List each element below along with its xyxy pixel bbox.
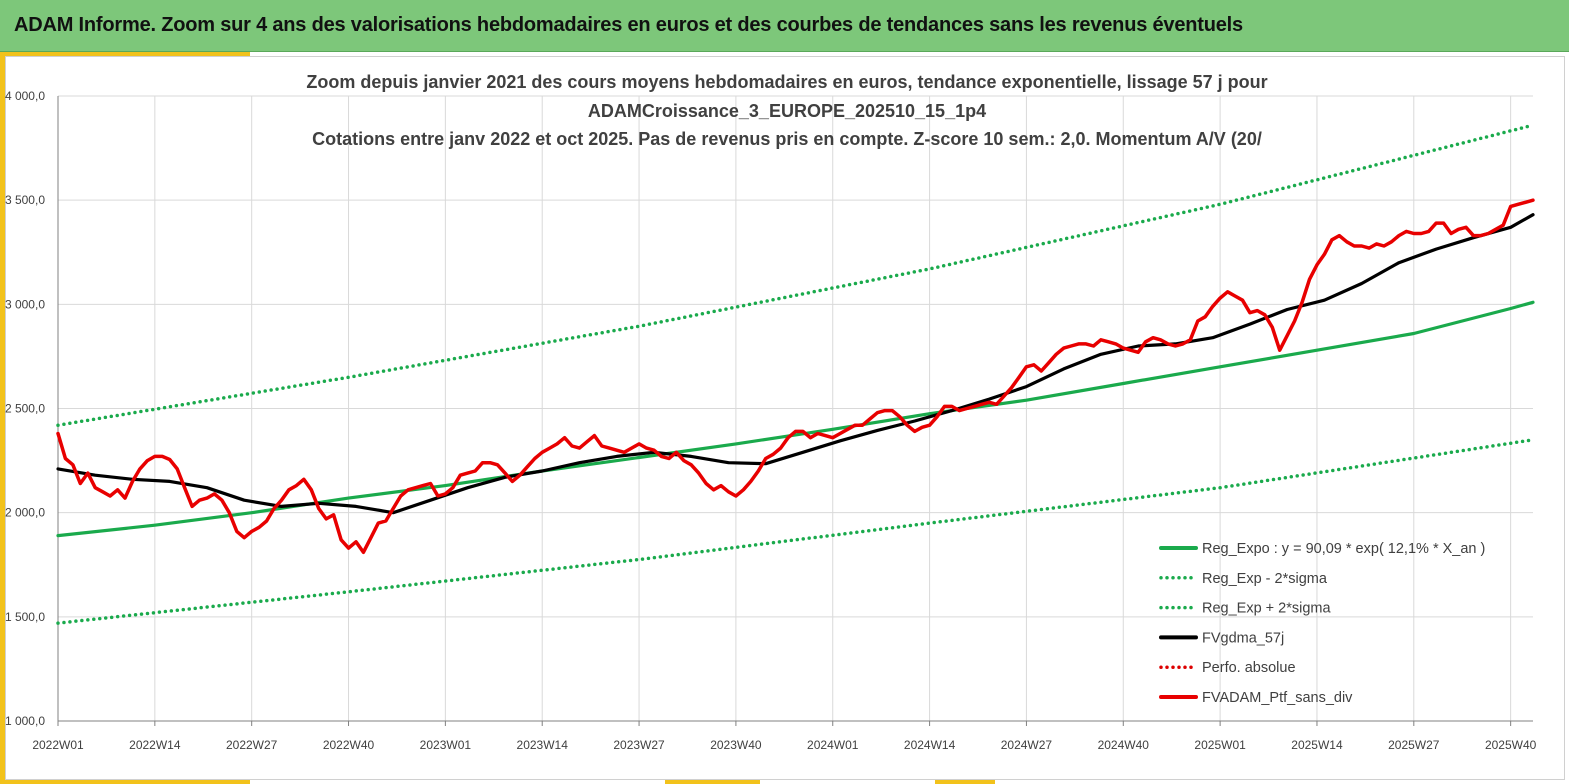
legend-label-3: FVgdma_57j — [1202, 630, 1284, 646]
x-tick-label: 2022W40 — [323, 738, 375, 752]
x-tick-label: 2024W14 — [904, 738, 956, 752]
accent-bar-bottom-mid — [665, 780, 760, 784]
x-tick-label: 2024W01 — [807, 738, 859, 752]
y-tick-label: 2 500,0 — [5, 402, 45, 416]
series-line-1 — [56, 438, 1535, 625]
series-line-2 — [56, 123, 1535, 427]
accent-bar-bottom-left — [0, 780, 250, 784]
chart-title-line-2: ADAMCroissance_3_EUROPE_202510_15_1p4 — [588, 101, 986, 121]
chart-frame — [5, 56, 1565, 780]
x-tick-label: 2022W01 — [32, 738, 84, 752]
legend-label-4: Perfo. absolue — [1202, 660, 1296, 676]
accent-bar-top — [0, 52, 250, 56]
axes: 1 000,0 1 500,0 2 000,0 2 500,0 3 000,0 3 500… — [5, 89, 1537, 752]
x-tick-label: 2025W01 — [1194, 738, 1246, 752]
legend-label-0: Reg_Expo : y = 90,09 * exp( 12,1% * X_an… — [1202, 541, 1485, 557]
chart-title-block: Zoom depuis janvier 2021 des cours moyen… — [306, 72, 1267, 149]
legend: Reg_Expo : y = 90,09 * exp( 12,1% * X_an… — [1159, 541, 1485, 706]
x-tick-label: 2025W40 — [1485, 738, 1537, 752]
page-banner: ADAM Informe. Zoom sur 4 ans des valoris… — [0, 0, 1569, 52]
chart-title-line-3: Cotations entre janv 2022 et oct 2025. P… — [312, 129, 1262, 149]
gridlines — [57, 95, 1533, 722]
legend-label-1: Reg_Exp - 2*sigma — [1202, 571, 1328, 587]
series-layer — [56, 123, 1535, 625]
legend-label-2: Reg_Exp + 2*sigma — [1202, 601, 1331, 617]
x-tick-label: 2025W14 — [1291, 738, 1343, 752]
x-tick-label: 2023W14 — [517, 738, 569, 752]
x-tick-label: 2022W14 — [129, 738, 181, 752]
chart-title-line-1: Zoom depuis janvier 2021 des cours moyen… — [306, 72, 1267, 92]
accent-bar-bottom-mid-2 — [935, 780, 995, 784]
y-tick-label: 2 000,0 — [5, 506, 45, 520]
x-tick-label: 2022W27 — [226, 738, 278, 752]
legend-label-5: FVADAM_Ptf_sans_div — [1202, 690, 1353, 706]
page-title: ADAM Informe. Zoom sur 4 ans des valoris… — [14, 14, 1243, 36]
x-tick-label: 2023W27 — [613, 738, 665, 752]
x-tick-label: 2023W40 — [710, 738, 762, 752]
series-line-5 — [56, 198, 1535, 555]
y-tick-label: 3 000,0 — [5, 297, 45, 311]
y-tick-label: 3 500,0 — [5, 193, 45, 207]
x-tick-label: 2024W40 — [1098, 738, 1150, 752]
accent-bar-left — [0, 52, 5, 784]
x-tick-label: 2025W27 — [1388, 738, 1440, 752]
series-line-3 — [56, 213, 1535, 515]
y-tick-label: 4 000,0 — [5, 89, 45, 103]
y-tick-label: 1 500,0 — [5, 610, 45, 624]
x-tick-label: 2023W01 — [420, 738, 472, 752]
y-tick-label: 1 000,0 — [5, 714, 45, 728]
x-tick-label: 2024W27 — [1001, 738, 1053, 752]
